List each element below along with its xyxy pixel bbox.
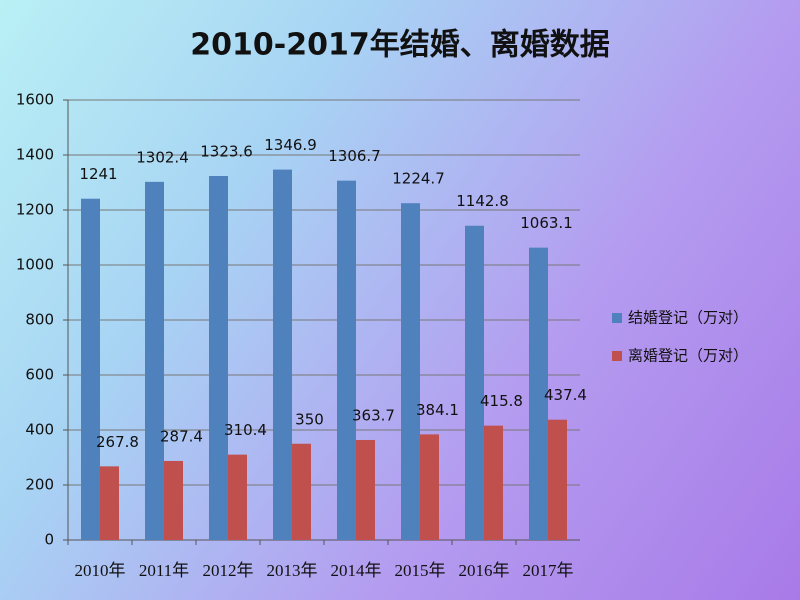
bar (164, 460, 183, 540)
y-tick-label: 1400 (16, 146, 54, 164)
x-tick-label: 2016年 (459, 561, 510, 580)
data-label: 1142.8 (456, 192, 509, 210)
y-tick-label: 1200 (16, 201, 54, 219)
data-label: 384.1 (416, 401, 459, 419)
bar (548, 419, 567, 540)
chart-title: 2010-2017年结婚、离婚数据 (190, 28, 609, 63)
legend-label: 结婚登记（万对） (628, 309, 748, 327)
data-label: 1302.4 (136, 148, 189, 166)
bar (273, 169, 292, 541)
data-label: 350 (295, 410, 324, 428)
bar (81, 198, 100, 540)
y-tick-label: 600 (25, 366, 54, 384)
data-label: 363.7 (352, 406, 395, 424)
data-label: 267.8 (96, 433, 139, 451)
legend-label: 离婚登记（万对） (628, 347, 748, 365)
x-tick-label: 2013年 (267, 561, 318, 580)
bar (292, 443, 311, 540)
data-label: 437.4 (544, 386, 587, 404)
x-tick-label: 2015年 (395, 561, 446, 580)
bar (465, 225, 484, 541)
bar (100, 466, 119, 540)
data-label: 1346.9 (264, 136, 317, 154)
data-label: 415.8 (480, 392, 523, 410)
data-label: 1241 (79, 165, 117, 183)
y-tick-label: 1600 (16, 91, 54, 109)
data-label: 287.4 (160, 427, 203, 445)
x-tick-label: 2014年 (331, 561, 382, 580)
bar (420, 434, 439, 540)
bar (529, 247, 548, 540)
x-tick-label: 2011年 (139, 561, 189, 580)
data-label: 1323.6 (200, 143, 253, 161)
y-tick-label: 1000 (16, 256, 54, 274)
legend-swatch (612, 351, 622, 361)
data-label: 1306.7 (328, 147, 381, 165)
bar (228, 454, 247, 540)
y-tick-label: 200 (25, 476, 54, 494)
bar (356, 439, 375, 540)
bar (337, 180, 356, 540)
y-tick-label: 400 (25, 421, 54, 439)
bar (145, 181, 164, 540)
x-tick-label: 2012年 (203, 561, 254, 580)
x-tick-label: 2017年 (523, 561, 574, 580)
data-label: 1224.7 (392, 170, 445, 188)
y-tick-label: 0 (44, 531, 54, 549)
bar (484, 425, 503, 540)
bar (209, 176, 228, 540)
data-label: 310.4 (224, 421, 267, 439)
legend-swatch (612, 313, 622, 323)
x-tick-label: 2010年 (75, 561, 126, 580)
y-tick-label: 800 (25, 311, 54, 329)
bar (401, 203, 420, 540)
data-label: 1063.1 (520, 214, 573, 232)
